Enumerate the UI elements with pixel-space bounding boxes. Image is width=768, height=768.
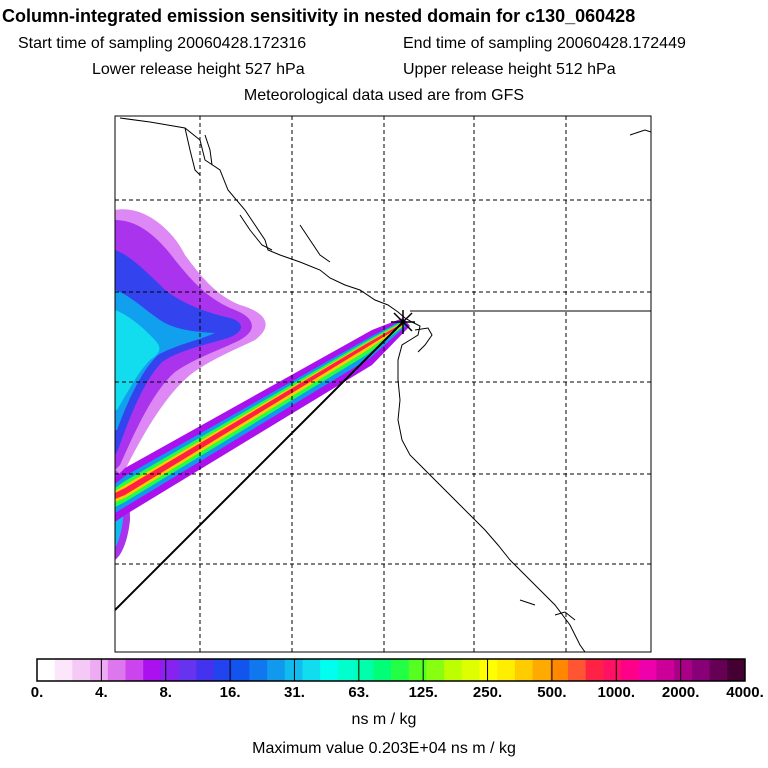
colorbar-tick-label: 16. — [219, 684, 241, 701]
colorbar-tick-label: 250. — [472, 684, 503, 701]
colorbar-cell — [355, 659, 374, 681]
colorbar-cell — [267, 659, 286, 681]
colorbar-cell — [426, 659, 445, 681]
map-frame — [114, 115, 652, 653]
colorbar-cell — [391, 659, 410, 681]
colorbar-cell — [72, 659, 91, 681]
colorbar-tick-label: 31. — [284, 684, 305, 701]
plot-title: Column-integrated emission sensitivity i… — [2, 6, 636, 26]
colorbar-cell — [514, 659, 534, 681]
colorbar-cell — [196, 659, 215, 681]
trajectory-line — [115, 321, 404, 611]
colorbar-tick-label: 4. — [95, 684, 108, 701]
colorbar-tick-label: 500. — [537, 684, 567, 701]
colorbar-cell — [550, 659, 569, 681]
colorbar-cell — [107, 659, 126, 681]
colorbar-units: ns m / kg — [351, 711, 417, 728]
colorbar-cell — [691, 659, 711, 681]
colorbar-cell — [249, 659, 268, 681]
colorbar-cell — [727, 659, 746, 681]
colorbar-cell — [90, 659, 109, 681]
colorbar-cell — [337, 659, 357, 681]
colorbar-cell — [408, 659, 427, 681]
colorbar-cell — [320, 659, 339, 681]
colorbar-cell — [585, 659, 604, 681]
colorbar-cell — [143, 659, 162, 681]
emission-plume — [115, 318, 410, 522]
colorbar-cell — [638, 659, 657, 681]
colorbar-cell — [656, 659, 675, 681]
colorbar-cell — [621, 659, 640, 681]
lat-lon-grid — [115, 116, 651, 652]
colorbar-cell — [37, 659, 56, 681]
end-sampling-label: End time of sampling 20060428.172449 — [403, 35, 686, 52]
colorbar-cell — [54, 659, 73, 681]
start-sampling-label: Start time of sampling 20060428.172316 — [18, 35, 307, 52]
colorbar-cell — [373, 659, 392, 681]
sensitivity-field-west — [115, 209, 266, 560]
colorbar-tick-label: 0. — [30, 684, 44, 701]
colorbar-cell — [214, 659, 233, 681]
colorbar-cell — [568, 659, 587, 681]
colorbar-cell — [709, 659, 728, 681]
colorbar-tick-label: 2000. — [661, 684, 700, 701]
colorbar-tick-label: 63. — [348, 684, 370, 701]
colorbar-cell — [461, 659, 480, 681]
colorbar-cell — [284, 659, 303, 681]
colorbar-cell — [231, 659, 250, 681]
colorbar-cell — [160, 659, 180, 681]
colorbar-cell — [674, 659, 693, 681]
colorbar-cell — [125, 659, 144, 681]
met-data-label: Meteorological data used are from GFS — [243, 87, 525, 104]
colorbar-cell — [444, 659, 463, 681]
colorbar-cell — [603, 659, 622, 681]
colorbar-tick-label: 8. — [159, 684, 172, 701]
colorbar-cell — [178, 659, 197, 681]
colorbar-tick-label: 1000. — [597, 684, 636, 701]
lower-release-label: Lower release height 527 hPa — [92, 61, 305, 78]
max-value-label: Maximum value 0.203E+04 ns m / kg — [252, 740, 516, 757]
release-point-star-icon — [391, 310, 415, 334]
colorbar-cell — [302, 659, 321, 681]
coastline — [119, 117, 586, 652]
colorbar-tick-label: 125. — [408, 684, 438, 701]
colorbar-cell — [532, 659, 551, 681]
colorbar-cell — [497, 659, 516, 681]
upper-release-label: Upper release height 512 hPa — [403, 61, 616, 78]
colorbar-cell — [479, 659, 498, 681]
colorbar-tick-label: 4000. — [726, 684, 764, 701]
